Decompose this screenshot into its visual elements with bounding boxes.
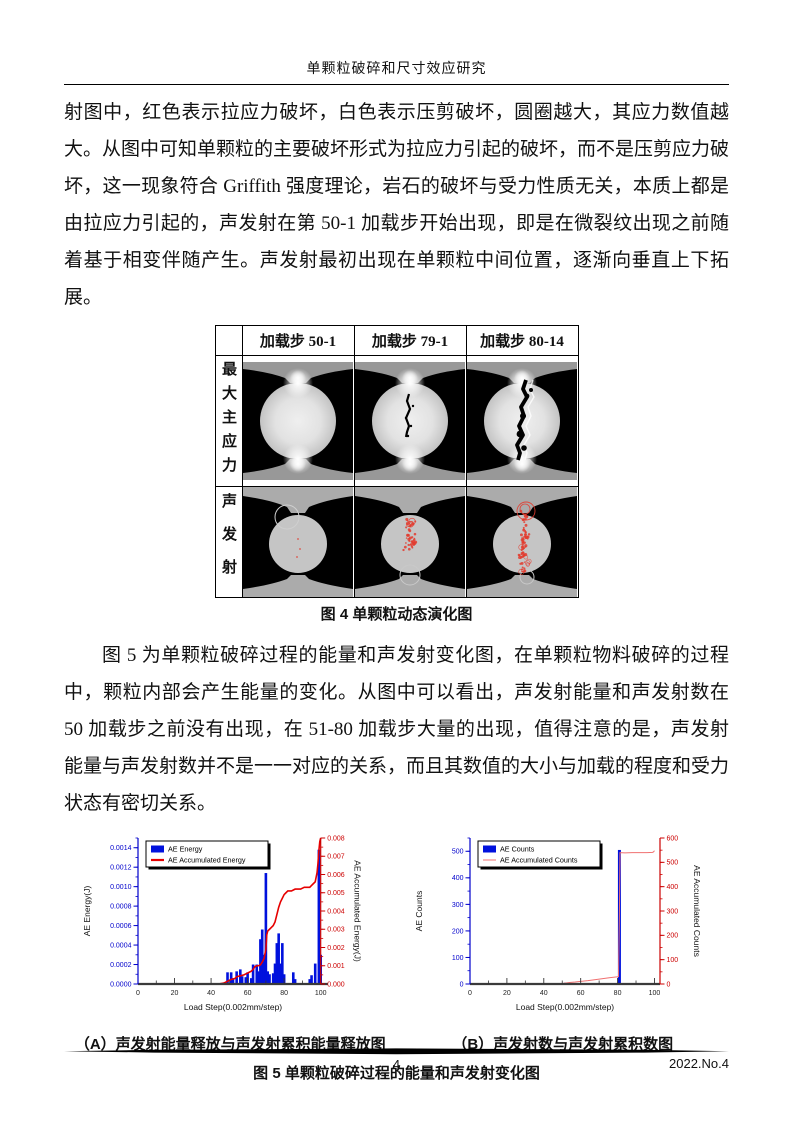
svg-text:300: 300	[666, 908, 678, 915]
svg-text:AE Energy(J): AE Energy(J)	[82, 886, 92, 937]
ae-image-step-80-14	[466, 487, 577, 597]
header-rule	[64, 84, 729, 85]
svg-text:0: 0	[468, 990, 472, 997]
figure4-corner-cell	[214, 325, 243, 356]
figure5-chart-a: 0 20 40 60 80 100 Load Step(0.002mm/step) 0.000…	[82, 835, 363, 1012]
issue-label: 2022.No.4	[669, 1056, 729, 1071]
stress-image-step-80-14	[466, 356, 577, 486]
svg-text:0.0014: 0.0014	[110, 845, 132, 852]
svg-text:0: 0	[459, 981, 463, 988]
svg-text:400: 400	[451, 875, 463, 882]
svg-text:0.007: 0.007	[327, 854, 345, 861]
footer-rule	[64, 1048, 729, 1055]
svg-text:0.001: 0.001	[327, 963, 345, 970]
figure4: 加载步 50-1 加载步 79-1 加载步 80-14 最大主应力 声发射	[214, 325, 579, 624]
svg-text:0.0012: 0.0012	[110, 865, 132, 872]
svg-text:0: 0	[136, 990, 140, 997]
svg-text:AE Energy: AE Energy	[168, 845, 203, 854]
svg-text:0.008: 0.008	[327, 835, 345, 842]
svg-text:AE Counts: AE Counts	[414, 891, 424, 932]
svg-text:AE Accumulated Energy(J): AE Accumulated Energy(J)	[352, 860, 362, 962]
svg-text:AE Accumulated Energy: AE Accumulated Energy	[168, 856, 246, 865]
figure4-col-header-1: 加载步 50-1	[241, 325, 355, 356]
svg-text:20: 20	[170, 990, 178, 997]
svg-text:500: 500	[451, 849, 463, 856]
svg-text:AE Accumulated Counts: AE Accumulated Counts	[692, 865, 702, 957]
ae-image-step-50-1	[242, 487, 353, 597]
svg-text:0.000: 0.000	[327, 981, 345, 988]
svg-text:80: 80	[280, 990, 288, 997]
svg-text:400: 400	[666, 884, 678, 891]
svg-text:0.0000: 0.0000	[110, 981, 132, 988]
svg-text:200: 200	[451, 928, 463, 935]
svg-text:0.006: 0.006	[327, 872, 345, 879]
svg-text:0.002: 0.002	[327, 945, 345, 952]
figure5-caption: 图 5 单颗粒破碎过程的能量和声发射变化图	[253, 1065, 540, 1082]
svg-text:100: 100	[314, 990, 326, 997]
svg-text:0.0004: 0.0004	[110, 942, 132, 949]
paragraph-2: 图 5 为单颗粒破碎过程的能量和声发射变化图，在单颗粒物料破碎的过程中，颗粒内部…	[64, 645, 730, 814]
figure4-row-header-ae: 声发射	[214, 486, 243, 598]
svg-text:0.0008: 0.0008	[110, 904, 132, 911]
svg-text:600: 600	[666, 835, 678, 842]
svg-text:100: 100	[451, 955, 463, 962]
paragraph-1: 射图中，红色表示拉应力破坏，白色表示压剪破坏，圆圈越大，其应力数值越大。从图中可…	[64, 102, 730, 308]
svg-text:0: 0	[666, 981, 670, 988]
figure4-table: 加载步 50-1 加载步 79-1 加载步 80-14 最大主应力 声发射	[214, 325, 579, 598]
svg-text:40: 40	[539, 990, 547, 997]
svg-text:0.005: 0.005	[327, 890, 345, 897]
stress-image-step-79-1	[354, 356, 465, 486]
figure5-caption-a: （A）声发射能量释放与声发射累积能量释放图	[74, 1036, 386, 1053]
figure4-caption: 图 4 单颗粒动态演化图	[320, 606, 473, 623]
stress-image-step-50-1	[242, 356, 353, 486]
svg-text:60: 60	[576, 990, 584, 997]
svg-text:500: 500	[666, 860, 678, 867]
svg-text:AE Accumulated Counts: AE Accumulated Counts	[500, 856, 578, 865]
svg-text:0.003: 0.003	[327, 927, 345, 934]
svg-text:100: 100	[666, 957, 678, 964]
svg-text:40: 40	[207, 990, 215, 997]
svg-text:0.0006: 0.0006	[110, 923, 132, 930]
figure4-col-header-3: 加载步 80-14	[465, 325, 579, 356]
figure5-caption-b: （B）声发射数与声发射累积数图	[452, 1036, 674, 1053]
svg-text:80: 80	[613, 990, 621, 997]
svg-text:0.0010: 0.0010	[110, 884, 132, 891]
svg-text:Load Step(0.002mm/step): Load Step(0.002mm/step)	[183, 1002, 281, 1012]
figure4-col-header-2: 加载步 79-1	[353, 325, 467, 356]
svg-text:20: 20	[502, 990, 510, 997]
svg-text:AE Counts: AE Counts	[500, 845, 535, 854]
svg-text:Load Step(0.002mm/step): Load Step(0.002mm/step)	[515, 1002, 613, 1012]
svg-text:60: 60	[243, 990, 251, 997]
svg-text:100: 100	[648, 990, 660, 997]
running-head-title: 单颗粒破碎和尺寸效应研究	[306, 62, 487, 77]
page-content: 射图中，红色表示拉应力破坏，白色表示压剪破坏，圆圈越大，其应力数值越大。从图中可…	[64, 94, 729, 1083]
figure5-chart-b: 0 20 40 60 80 100 Load Step(0.002mm/step) 0 100 2…	[414, 835, 702, 1012]
svg-text:0.0002: 0.0002	[110, 962, 132, 969]
figure4-row-header-stress: 最大主应力	[214, 355, 243, 487]
svg-text:0.004: 0.004	[327, 908, 345, 915]
figure5-subcaptions: （A）声发射能量释放与声发射累积能量释放图 （B）声发射数与声发射累积数图	[64, 1033, 729, 1054]
svg-text:200: 200	[666, 933, 678, 940]
svg-text:300: 300	[451, 902, 463, 909]
ae-image-step-79-1	[354, 487, 465, 597]
figure5: 0 20 40 60 80 100 Load Step(0.002mm/step) 0.000…	[64, 826, 729, 1031]
page-number: 4	[392, 1057, 401, 1072]
